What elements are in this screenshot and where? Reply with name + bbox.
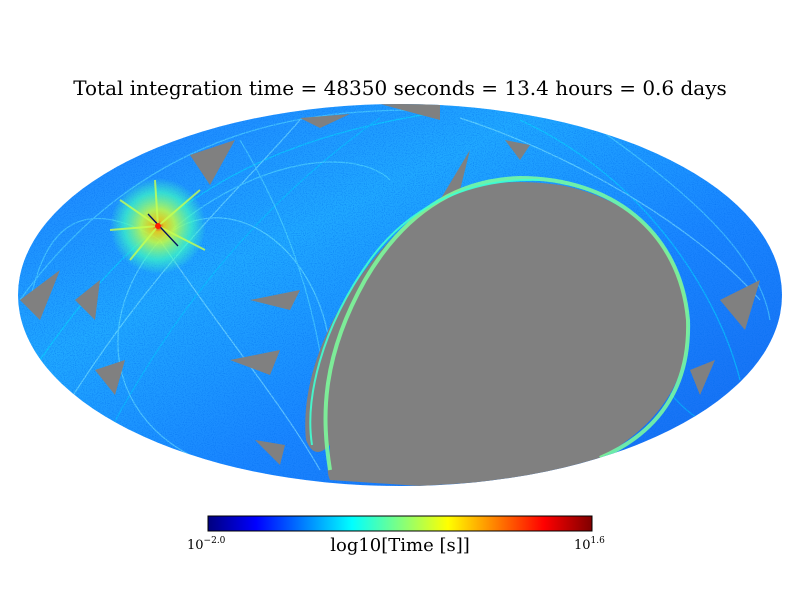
colorbar-max-label: 101.6 xyxy=(574,536,605,553)
no-data-streaks xyxy=(20,104,760,465)
hotspot-rays xyxy=(109,179,206,261)
chart-title: Total integration time = 48350 seconds =… xyxy=(73,76,727,100)
colorbar-min-label: 10−2.0 xyxy=(187,536,226,553)
colorbar-label: log10[Time [s]] xyxy=(330,535,470,556)
no-data-region xyxy=(305,182,689,486)
rim-inner xyxy=(309,178,541,446)
hotspot-core xyxy=(155,223,161,229)
hotspot-dark-line xyxy=(147,213,179,247)
rim-highlight xyxy=(323,175,691,471)
